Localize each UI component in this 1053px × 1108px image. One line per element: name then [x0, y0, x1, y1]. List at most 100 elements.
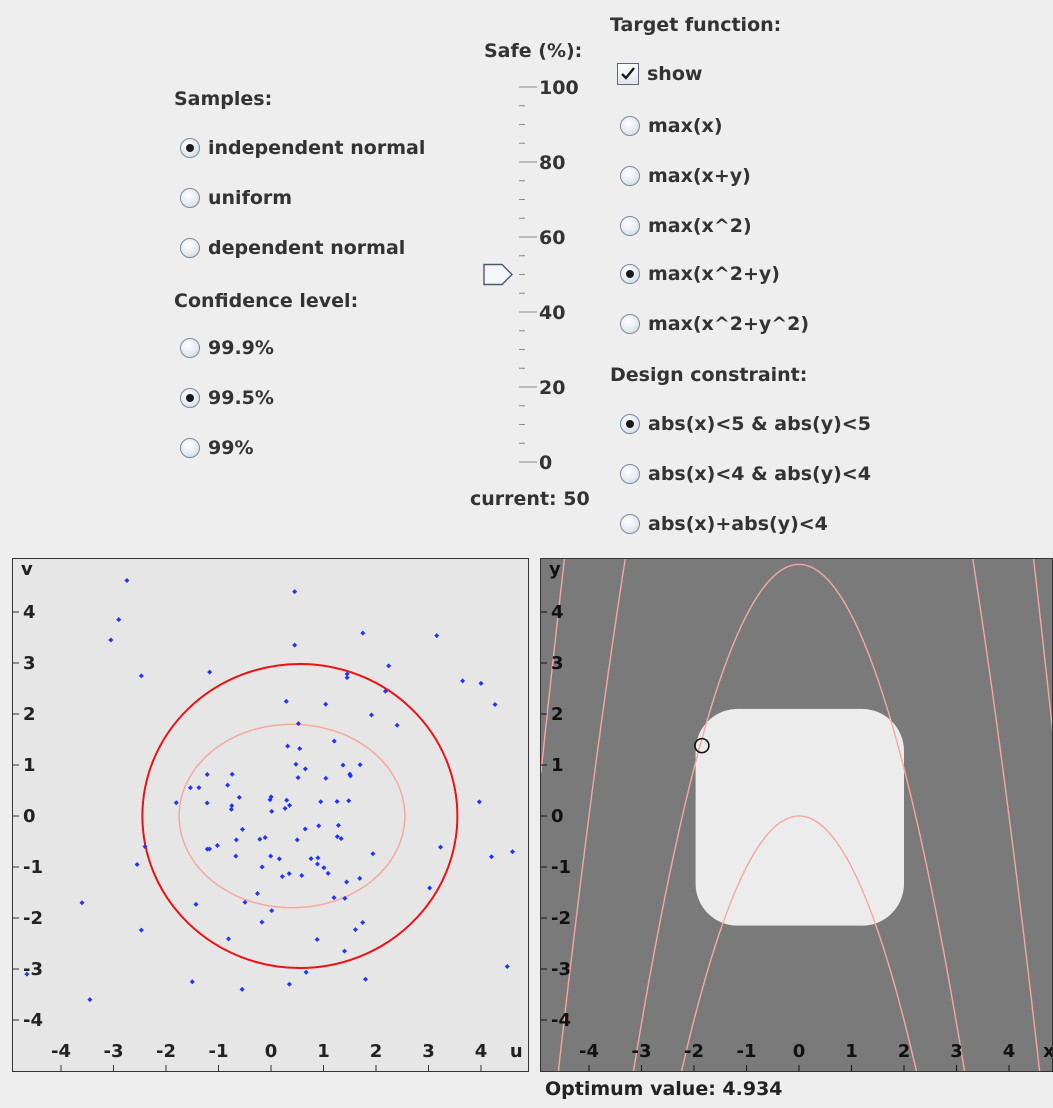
sample-point [394, 722, 400, 728]
radio-button[interactable] [620, 414, 640, 434]
target-option-max-x-plus-y[interactable]: max(x+y) [620, 162, 751, 190]
design-space-plot[interactable]: -4 -3 -2 -1 0 1 2 3 4 4 3 2 1 0 -1 -2 -3 -4 x y [541, 559, 1053, 1071]
x-tick-label: 0 [265, 1041, 278, 1062]
confidence-option-99-9[interactable]: 99.9% [180, 334, 274, 362]
samples-option-dependent-normal[interactable]: dependent normal [180, 234, 405, 262]
confidence-option-99[interactable]: 99% [180, 434, 253, 462]
radio-button[interactable] [620, 464, 640, 484]
slider-thumb-shape [483, 263, 513, 286]
sample-point [138, 927, 144, 933]
y-tick-label: 4 [23, 602, 36, 623]
y-tick-label: 0 [23, 806, 36, 827]
x-tick-label: -4 [51, 1041, 71, 1062]
sample-point [342, 895, 348, 901]
samples-option-uniform[interactable]: uniform [180, 184, 292, 212]
radio-label: max(x^2) [648, 215, 752, 237]
sample-point [360, 920, 366, 926]
radio-button[interactable] [620, 166, 640, 186]
plot-background [13, 559, 528, 1071]
sample-point [386, 663, 392, 669]
radio-button[interactable] [180, 438, 200, 458]
sample-point [269, 908, 275, 914]
sample-scatter-plot[interactable]: -4 -3 -2 -1 0 1 2 3 4 4 3 2 1 0 -1 -2 -3 -4 u v [13, 559, 528, 1071]
radio-label: abs(x)+abs(y)<4 [648, 513, 828, 535]
sample-point [308, 856, 314, 862]
sample-point [204, 800, 210, 806]
y-tick-label: -1 [551, 857, 571, 878]
target-option-max-x2[interactable]: max(x^2) [620, 212, 752, 240]
x-tick-label: -1 [209, 1041, 229, 1062]
sample-point [229, 803, 235, 809]
sample-point [267, 797, 273, 803]
y-tick-label: 0 [551, 806, 564, 827]
outer-confidence-ellipse [141, 663, 459, 969]
sample-point [315, 855, 321, 861]
radio-button[interactable] [620, 264, 640, 284]
samples-option-independent-normal[interactable]: independent normal [180, 134, 425, 162]
design-plot-panel[interactable]: -4 -3 -2 -1 0 1 2 3 4 4 3 2 1 0 -1 -2 -3 -4 x y [540, 558, 1053, 1072]
radio-button[interactable] [180, 188, 200, 208]
radio-button[interactable] [620, 514, 640, 534]
radio-button[interactable] [620, 216, 640, 236]
sample-point [331, 738, 337, 744]
safe-region [695, 708, 904, 926]
sample-point [254, 890, 260, 896]
x-tick-label: 4 [475, 1041, 488, 1062]
sample-point [357, 875, 363, 881]
checkmark-icon [621, 67, 635, 80]
checkbox[interactable] [617, 63, 639, 85]
radio-button[interactable] [180, 238, 200, 258]
design-constraint-heading: Design constraint: [610, 364, 808, 386]
sample-point [24, 971, 30, 977]
sample-point [293, 761, 299, 767]
x-tick-label: 1 [317, 1041, 330, 1062]
samples-heading: Samples: [174, 88, 273, 110]
slider-tick-label: 40 [539, 302, 565, 324]
target-option-max-x2-plus-y2[interactable]: max(x^2+y^2) [620, 310, 809, 338]
sample-point [134, 861, 140, 867]
sample-point [314, 936, 320, 942]
y-tick-label: -4 [551, 1010, 571, 1031]
radio-button[interactable] [620, 314, 640, 334]
constraint-option-box5[interactable]: abs(x)<5 & abs(y)<5 [620, 410, 871, 438]
sample-point [334, 798, 340, 804]
slider-tick-label: 60 [539, 227, 565, 249]
sample-plot-panel[interactable]: -4 -3 -2 -1 0 1 2 3 4 4 3 2 1 0 -1 -2 -3 -4 u v [12, 558, 529, 1072]
target-option-max-x[interactable]: max(x) [620, 112, 723, 140]
optimum-value-label: Optimum value: 4.934 [545, 1078, 783, 1100]
y-axis-label: y [549, 559, 561, 580]
sample-point [286, 871, 292, 877]
sample-point [382, 688, 388, 694]
sample-point [239, 826, 245, 832]
sample-point [323, 701, 329, 707]
sample-point [287, 802, 293, 808]
radio-label: max(x+y) [648, 165, 751, 187]
radio-button[interactable] [620, 116, 640, 136]
sample-point [268, 853, 274, 859]
radio-button[interactable] [180, 388, 200, 408]
radio-button[interactable] [180, 138, 200, 158]
sample-point [138, 673, 144, 679]
y-tick-label: 2 [551, 704, 564, 725]
y-tick-label: -3 [551, 959, 571, 980]
radio-button[interactable] [180, 338, 200, 358]
sample-point [285, 743, 291, 749]
sample-point [504, 963, 510, 969]
x-tick-label: -4 [579, 1041, 599, 1062]
sample-point [335, 822, 341, 828]
radio-label: max(x) [648, 115, 723, 137]
y-tick-label: -2 [23, 908, 43, 929]
y-tick-label: -1 [23, 857, 43, 878]
target-option-max-x2-plus-y[interactable]: max(x^2+y) [620, 260, 780, 288]
safe-slider[interactable]: 100 80 60 40 20 0 [470, 70, 580, 480]
sample-point [233, 853, 239, 859]
constraint-option-box4[interactable]: abs(x)<4 & abs(y)<4 [620, 460, 871, 488]
slider-thumb[interactable] [483, 263, 513, 286]
show-target-checkbox[interactable]: show [617, 60, 702, 88]
constraint-option-diamond4[interactable]: abs(x)+abs(y)<4 [620, 510, 828, 538]
confidence-option-99-5[interactable]: 99.5% [180, 384, 274, 412]
y-tick-label: -4 [23, 1010, 43, 1031]
x-tick-label: 3 [950, 1041, 963, 1062]
sample-point [124, 578, 130, 584]
sample-point [173, 800, 179, 806]
